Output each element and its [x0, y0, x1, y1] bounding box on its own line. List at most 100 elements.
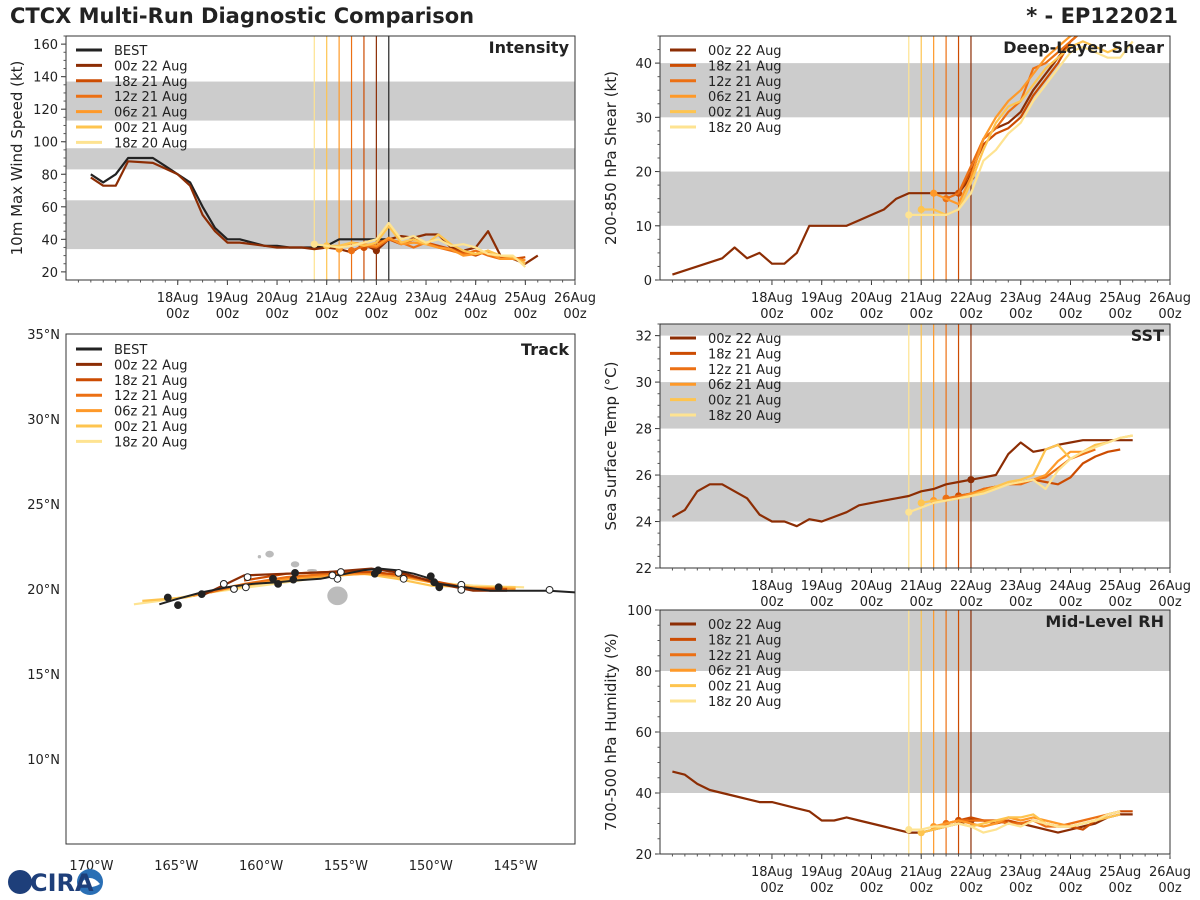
x-tick-day: 18Aug: [751, 579, 793, 594]
lon-label: 150°W: [409, 859, 453, 874]
legend-label: 00z 22 Aug: [708, 618, 782, 633]
legend-label: 12z 21 Aug: [708, 649, 782, 664]
lon-label: 165°W: [154, 859, 198, 874]
series-line: [314, 222, 527, 268]
x-tick-day: 21Aug: [900, 579, 942, 594]
x-tick-day: 24Aug: [1050, 579, 1092, 594]
x-tick-day: 24Aug: [455, 291, 497, 306]
panel-title: Intensity: [489, 38, 570, 57]
panel-title: SST: [1131, 326, 1164, 345]
shaded-band: [66, 81, 575, 121]
map-frame: [65, 333, 576, 845]
init-marker: [930, 189, 938, 197]
x-tick-hour: 00z: [166, 307, 190, 322]
best-track-marker: [174, 601, 182, 610]
x-tick-hour: 00z: [760, 307, 784, 322]
x-tick-hour: 00z: [959, 881, 983, 896]
panel-shear: 01020304018Aug00z19Aug00z20Aug00z21Aug00…: [602, 35, 1191, 322]
x-tick-day: 26Aug: [1149, 579, 1191, 594]
map-area: [133, 550, 575, 610]
y-tick-label: 26: [635, 469, 652, 484]
best-track-marker: [291, 568, 299, 577]
shaded-band: [660, 732, 1170, 793]
legend-label: 06z 21 Aug: [708, 90, 782, 105]
shaded-band: [660, 63, 1170, 118]
figure-title: CTCX Multi-Run Diagnostic Comparison: [10, 4, 475, 28]
x-tick-day: 19Aug: [801, 865, 843, 880]
y-tick-label: 100: [627, 604, 652, 619]
x-tick-day: 22Aug: [950, 579, 992, 594]
x-tick-day: 19Aug: [206, 291, 248, 306]
storm-id: * - EP122021: [1026, 4, 1178, 28]
x-tick-hour: 00z: [760, 595, 784, 610]
panel-rh: 2040608010018Aug00z19Aug00z20Aug00z21Aug…: [602, 604, 1191, 896]
best-track-marker: [370, 569, 379, 578]
y-tick-label: 120: [33, 103, 58, 118]
logo-globe-icon: [8, 870, 32, 894]
legend-label: 00z 21 Aug: [114, 420, 188, 435]
best-track-marker: [435, 583, 444, 592]
best-track-marker: [328, 571, 337, 580]
series-line: [672, 770, 1133, 834]
legend-label: 18z 21 Aug: [114, 374, 188, 389]
x-tick-day: 24Aug: [1050, 291, 1092, 306]
x-tick-day: 21Aug: [306, 291, 348, 306]
x-tick-day: 18Aug: [751, 291, 793, 306]
legend-label: 18z 21 Aug: [708, 347, 782, 362]
lat-label: 20°N: [27, 583, 60, 598]
init-marker: [917, 829, 925, 837]
best-track-marker: [241, 583, 250, 592]
panel-title: Mid-Level RH: [1045, 612, 1164, 631]
legend-label: 06z 21 Aug: [708, 664, 782, 679]
series-line: [672, 36, 1079, 276]
legend-label: 00z 22 Aug: [114, 59, 188, 74]
x-tick-day: 22Aug: [950, 291, 992, 306]
legend-label: 00z 22 Aug: [708, 44, 782, 59]
x-tick-hour: 00z: [810, 595, 834, 610]
series-line: [908, 40, 1134, 216]
x-tick-day: 23Aug: [1000, 291, 1042, 306]
init-marker: [967, 476, 975, 484]
best-track-marker: [230, 585, 238, 593]
x-tick-hour: 00z: [315, 307, 339, 322]
panel-track: 10°N 15°N 20°N 25°N 30°N 35°N 170°W 165°W 160°W 1…: [27, 328, 576, 874]
best-track-marker: [426, 572, 435, 581]
init-marker: [917, 499, 925, 507]
init-marker: [905, 211, 913, 219]
logo-text: CIRA: [30, 869, 94, 897]
legend-label: 00z 22 Aug: [114, 358, 188, 373]
plot-frame: [659, 323, 1171, 569]
init-marker: [905, 508, 913, 516]
y-tick-label: 28: [635, 423, 652, 438]
cira-logo: CIRA: [8, 869, 103, 897]
x-tick-hour: 00z: [1009, 881, 1033, 896]
x-tick-hour: 00z: [514, 307, 538, 322]
x-tick-hour: 00z: [959, 595, 983, 610]
x-tick-day: 19Aug: [801, 291, 843, 306]
legend-label: BEST: [114, 343, 147, 358]
best-track-marker: [494, 583, 503, 592]
legend-label: 12z 21 Aug: [708, 363, 782, 378]
y-tick-label: 20: [41, 266, 58, 281]
x-tick-day: 22Aug: [355, 291, 397, 306]
x-tick-hour: 00z: [810, 881, 834, 896]
lat-label: 25°N: [27, 498, 60, 513]
legend-label: 18z 20 Aug: [114, 435, 188, 450]
plot-area: [660, 610, 1170, 854]
shaded-band: [660, 610, 1170, 671]
y-tick-label: 80: [635, 665, 652, 680]
x-tick-hour: 00z: [959, 307, 983, 322]
x-tick-hour: 00z: [1109, 595, 1133, 610]
x-tick-hour: 00z: [365, 307, 389, 322]
legend-label: BEST: [114, 44, 147, 59]
x-tick-hour: 00z: [216, 307, 240, 322]
y-tick-label: 20: [635, 166, 652, 181]
y-tick-label: 24: [635, 516, 652, 531]
best-track-marker: [274, 580, 282, 588]
x-tick-day: 19Aug: [801, 579, 843, 594]
legend-label: 18z 20 Aug: [708, 695, 782, 710]
x-tick-day: 25Aug: [504, 291, 546, 306]
x-tick-hour: 00z: [1109, 307, 1133, 322]
y-tick-label: 60: [635, 726, 652, 741]
x-tick-hour: 00z: [860, 881, 884, 896]
